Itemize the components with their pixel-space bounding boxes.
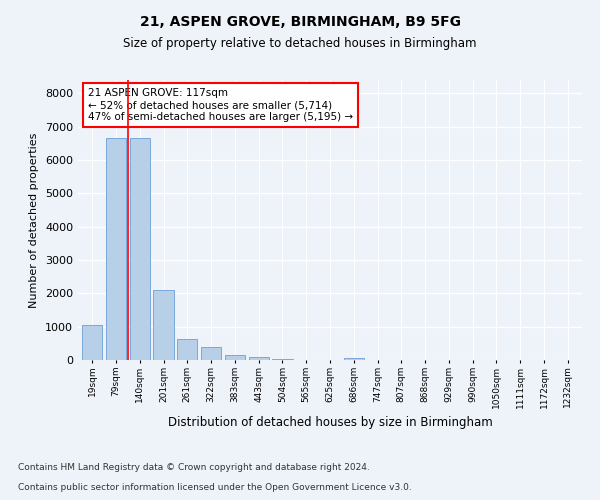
X-axis label: Distribution of detached houses by size in Birmingham: Distribution of detached houses by size … [167, 416, 493, 429]
Bar [344, 358, 364, 360]
Bar [154, 290, 173, 360]
Bar [248, 358, 269, 360]
Bar [130, 138, 150, 360]
Y-axis label: Number of detached properties: Number of detached properties [29, 132, 40, 308]
Text: Contains public sector information licensed under the Open Government Licence v3: Contains public sector information licen… [18, 484, 412, 492]
Text: 21, ASPEN GROVE, BIRMINGHAM, B9 5FG: 21, ASPEN GROVE, BIRMINGHAM, B9 5FG [139, 15, 461, 29]
Bar [82, 325, 103, 360]
Text: Contains HM Land Registry data © Crown copyright and database right 2024.: Contains HM Land Registry data © Crown c… [18, 464, 370, 472]
Bar [272, 358, 293, 360]
Text: 21 ASPEN GROVE: 117sqm
← 52% of detached houses are smaller (5,714)
47% of semi-: 21 ASPEN GROVE: 117sqm ← 52% of detached… [88, 88, 353, 122]
Bar [106, 138, 126, 360]
Bar [225, 355, 245, 360]
Text: Size of property relative to detached houses in Birmingham: Size of property relative to detached ho… [123, 38, 477, 51]
Bar [201, 348, 221, 360]
Bar [177, 340, 197, 360]
